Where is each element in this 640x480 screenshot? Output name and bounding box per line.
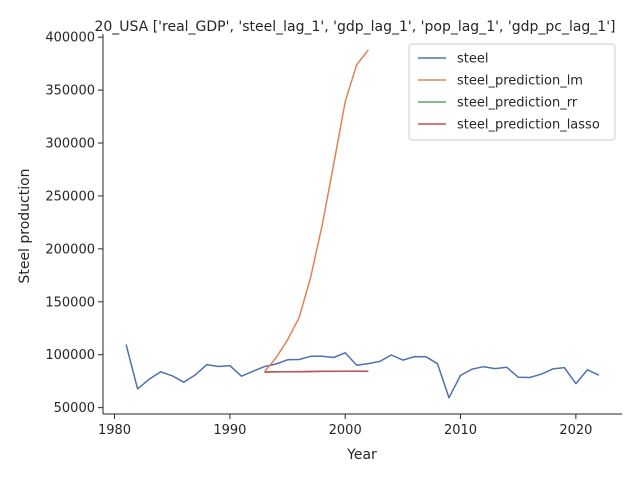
legend-entry: steel_prediction_rr bbox=[457, 96, 578, 111]
x-tick-label: 1990 bbox=[213, 423, 246, 438]
chart-title: 20_USA ['real_GDP', 'steel_lag_1', 'gdp_… bbox=[94, 19, 615, 35]
x-tick-label: 2000 bbox=[329, 423, 362, 438]
y-tick-label: 250000 bbox=[45, 189, 95, 204]
y-axis-title: Steel production bbox=[17, 168, 33, 283]
y-tick-label: 200000 bbox=[45, 242, 95, 257]
legend-entry: steel bbox=[457, 52, 488, 67]
y-tick-label: 350000 bbox=[45, 84, 95, 99]
series-line-steel-prediction-lasso bbox=[264, 370, 369, 373]
y-tick-label: 150000 bbox=[45, 295, 95, 310]
y-tick-label: 400000 bbox=[45, 31, 95, 46]
y-tick-label: 100000 bbox=[45, 348, 95, 363]
series-line-steel-prediction-lm bbox=[263, 49, 369, 373]
legend-entry: steel_prediction_lasso bbox=[457, 118, 600, 133]
y-tick-label: 300000 bbox=[45, 137, 95, 152]
x-tick-label: 1980 bbox=[98, 423, 131, 438]
x-tick-label: 2020 bbox=[559, 423, 592, 438]
plot-area: 1980 1990 2000 2010 2020 50000 100000 150000 200… bbox=[45, 31, 622, 438]
legend-entry: steel_prediction_lm bbox=[457, 74, 583, 89]
series-line-steel bbox=[125, 344, 600, 399]
x-tick-label: 2010 bbox=[444, 423, 477, 438]
legend: steel steel_prediction_lm steel_prediction… bbox=[408, 43, 616, 141]
y-tick-label: 50000 bbox=[54, 401, 95, 416]
legend-box bbox=[408, 43, 616, 141]
x-axis-title: Year bbox=[346, 447, 377, 463]
